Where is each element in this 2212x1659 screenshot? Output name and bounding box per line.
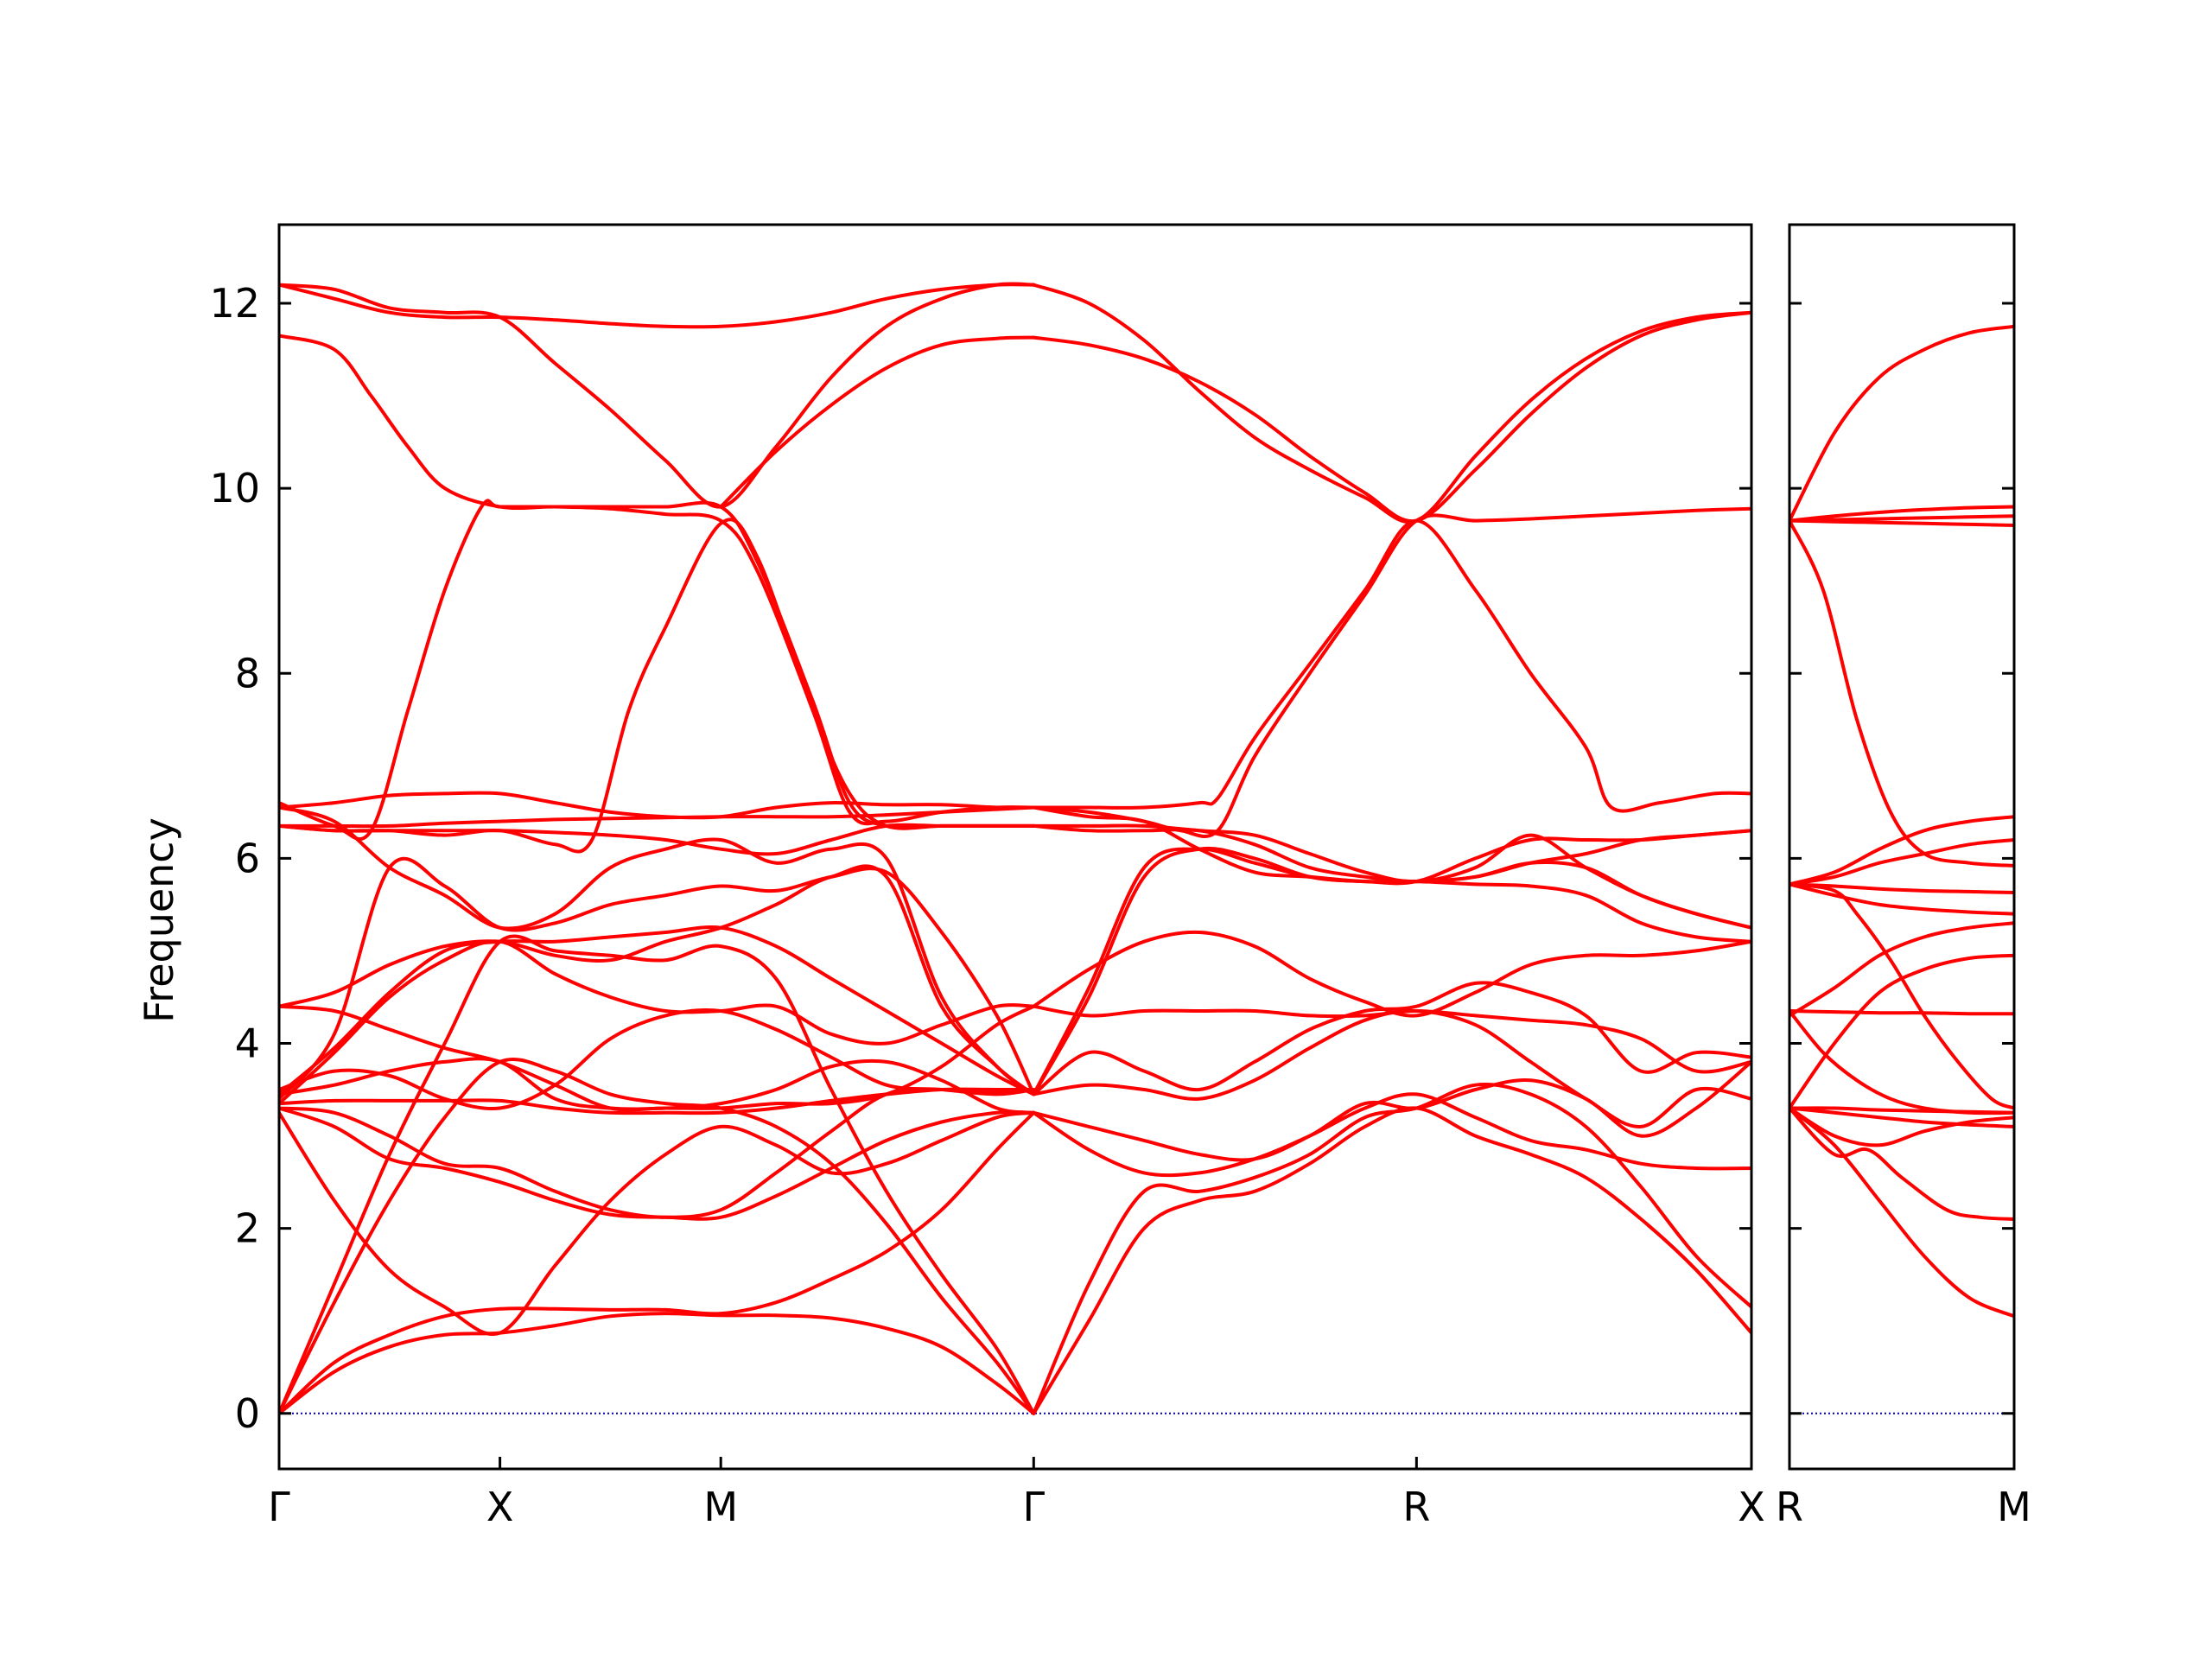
band-line — [1789, 1106, 2014, 1221]
band-line — [279, 864, 1036, 1096]
x-tick-label: Γ — [268, 1484, 290, 1530]
band-line — [279, 1312, 1036, 1415]
band-line — [1789, 324, 2014, 523]
band-line — [279, 805, 1036, 1096]
band-line — [1789, 1106, 2014, 1319]
band-line — [1789, 882, 2014, 894]
band-line — [1789, 1106, 2014, 1128]
band-line — [279, 791, 1036, 820]
band-line — [1789, 1106, 2014, 1147]
x-tick-label: Γ — [1022, 1484, 1045, 1530]
band-line — [279, 1057, 1036, 1415]
band-line — [279, 283, 1036, 329]
band-line — [279, 939, 1036, 1106]
band-line — [279, 1004, 1036, 1112]
band-line — [1789, 505, 2014, 523]
band-line — [1789, 514, 2014, 523]
y-tick-label: 6 — [235, 835, 260, 881]
band-panel-main: 0 2 4 6 8 10 12 Γ X M Γ R X — [209, 223, 1765, 1530]
x-tick-label: R — [1402, 1484, 1430, 1530]
band-line — [279, 334, 1036, 826]
band-line — [1789, 518, 2014, 868]
y-tick-label: 4 — [235, 1020, 260, 1067]
band-line — [1032, 981, 1751, 1096]
band-line — [279, 856, 1036, 1101]
band-line — [1032, 310, 1751, 524]
y-tick-label: 2 — [235, 1205, 260, 1252]
band-line — [1032, 283, 1751, 524]
band-line — [1032, 1092, 1751, 1178]
band-line — [279, 925, 1036, 1096]
x-tick-label: R — [1776, 1484, 1803, 1530]
band-line — [719, 335, 1036, 509]
y-tick-label: 8 — [235, 650, 260, 696]
band-line — [1032, 518, 1751, 813]
panel-frame — [277, 223, 1753, 1471]
band-line — [279, 1110, 1036, 1415]
band-line — [1789, 1009, 2014, 1116]
band-line — [1032, 1004, 1751, 1074]
band-line — [1032, 1059, 1751, 1162]
band-line — [1789, 838, 2014, 887]
y-axis-title: Frequency — [136, 817, 182, 1023]
x-tick-label: X — [486, 1484, 514, 1530]
band-line — [1789, 921, 2014, 1018]
band-line — [1789, 1009, 2014, 1016]
band-lines — [279, 282, 1751, 1415]
band-line — [279, 1087, 1036, 1116]
band-line — [1032, 506, 1751, 838]
band-line — [279, 1110, 1036, 1337]
x-tick-label: M — [703, 1484, 738, 1530]
band-line — [1032, 823, 1751, 930]
x-tick-label: M — [1997, 1484, 2031, 1530]
band-line — [279, 282, 1036, 509]
band-line — [1032, 930, 1751, 1018]
band-line — [279, 518, 1036, 854]
panel-frame — [1788, 223, 2016, 1471]
band-line — [1032, 1106, 1751, 1415]
y-tick-label: 12 — [209, 280, 260, 327]
band-line — [279, 1008, 1036, 1111]
band-line — [1789, 953, 2014, 1110]
band-lines — [1789, 324, 2014, 1414]
x-tick-label: X — [1738, 1484, 1765, 1530]
band-line — [1789, 882, 2014, 1110]
y-tick-label: 10 — [209, 465, 260, 512]
band-line — [1789, 882, 2014, 916]
band-line — [279, 934, 1036, 1415]
band-line — [1032, 1083, 1751, 1415]
y-tick-label: 0 — [235, 1390, 260, 1437]
band-line — [1789, 815, 2014, 887]
